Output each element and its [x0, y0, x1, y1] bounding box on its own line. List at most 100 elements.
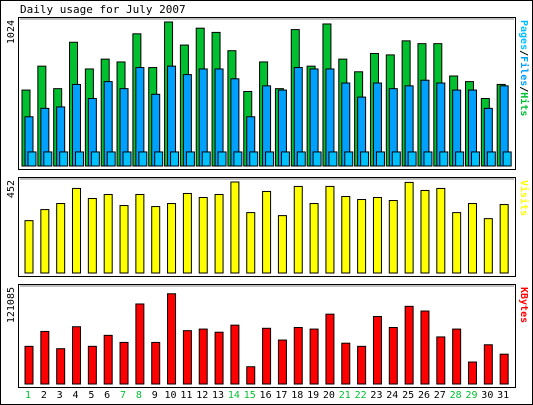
- bar-pages-day-1: [27, 151, 37, 167]
- bar-visits-day-18: [293, 185, 303, 274]
- bar-kbytes-day-2: [40, 330, 50, 385]
- bar-pages-day-14: [233, 151, 243, 167]
- bar-visits-day-4: [72, 187, 82, 274]
- bar-visits-day-27: [436, 187, 446, 274]
- bar-kbytes-day-30: [483, 344, 493, 385]
- day-label-1: 1: [25, 390, 31, 401]
- bar-visits-day-21: [341, 195, 351, 274]
- bar-pages-day-18: [296, 151, 306, 167]
- day-label-14: 14: [228, 390, 240, 401]
- bar-kbytes-day-23: [372, 316, 382, 385]
- bar-files-day-18: [293, 67, 303, 167]
- bar-pages-day-30: [486, 151, 496, 167]
- bar-kbytes-day-27: [436, 336, 446, 385]
- bar-visits-day-19: [309, 203, 319, 274]
- day-label-12: 12: [196, 390, 208, 401]
- bar-visits-day-3: [56, 203, 66, 274]
- day-label-28: 28: [450, 390, 462, 401]
- bar-visits-day-13: [214, 193, 224, 274]
- bar-visits-day-6: [103, 193, 113, 274]
- bar-visits-day-12: [198, 197, 208, 274]
- day-label-26: 26: [418, 390, 430, 401]
- day-label-21: 21: [339, 390, 351, 401]
- bar-visits-day-11: [182, 192, 192, 274]
- day-label-19: 19: [307, 390, 319, 401]
- bar-kbytes-day-17: [277, 339, 287, 385]
- y-max-label: 121085: [6, 287, 17, 323]
- bar-pages-day-9: [154, 151, 164, 167]
- bar-pages-day-20: [328, 151, 338, 167]
- legend-part: /: [518, 86, 529, 92]
- bar-kbytes-day-31: [499, 353, 509, 385]
- bar-pages-day-2: [43, 151, 53, 167]
- day-label-31: 31: [497, 390, 509, 401]
- bar-visits-day-1: [24, 220, 34, 274]
- y-max-label: 1024: [6, 20, 17, 44]
- bar-kbytes-day-8: [135, 303, 145, 385]
- bar-kbytes-day-14: [230, 324, 240, 385]
- day-label-24: 24: [386, 390, 398, 401]
- bar-visits-day-25: [404, 181, 414, 274]
- bar-visits-day-5: [87, 198, 97, 274]
- bar-visits-day-2: [40, 209, 50, 274]
- bar-visits-day-16: [262, 190, 272, 274]
- bar-files-day-8: [135, 67, 145, 167]
- day-label-29: 29: [465, 390, 477, 401]
- bar-kbytes-day-24: [388, 327, 398, 385]
- legend-part: Pages: [518, 20, 529, 50]
- bar-pages-day-12: [201, 151, 211, 167]
- bar-visits-day-14: [230, 181, 240, 274]
- bar-pages-day-28: [455, 151, 465, 167]
- day-label-13: 13: [212, 390, 224, 401]
- bar-pages-day-31: [502, 151, 512, 167]
- bar-pages-day-16: [265, 151, 275, 167]
- bar-kbytes-day-19: [309, 328, 319, 385]
- panel-visits: 452 Visits: [6, 177, 530, 277]
- day-label-20: 20: [323, 390, 335, 401]
- bar-kbytes-day-6: [103, 334, 113, 385]
- bar-pages-day-13: [217, 151, 227, 167]
- day-axis-labels: 1 2 3 4 5 6 7 8 9 10 11 12 13 14 15 16 17 18 19 20 21 22 23 24 2…: [25, 390, 509, 401]
- day-label-15: 15: [244, 390, 256, 401]
- bar-pages-day-19: [312, 151, 322, 167]
- bar-pages-day-21: [344, 151, 354, 167]
- legend-part: Files: [518, 56, 530, 86]
- day-label-27: 27: [434, 390, 446, 401]
- legend-part: /: [518, 50, 529, 56]
- bar-kbytes-day-10: [167, 293, 177, 385]
- bar-visits-day-20: [325, 185, 335, 274]
- bar-kbytes-day-16: [262, 327, 272, 385]
- bar-pages-day-27: [439, 151, 449, 167]
- day-label-8: 8: [136, 390, 142, 401]
- bar-pages-day-24: [391, 151, 401, 167]
- bar-pages-day-5: [90, 151, 100, 167]
- day-label-6: 6: [104, 390, 110, 401]
- day-label-9: 9: [152, 390, 158, 401]
- bar-pages-day-7: [122, 151, 132, 167]
- day-label-17: 17: [275, 390, 287, 401]
- bar-visits-day-8: [135, 193, 145, 274]
- bar-kbytes-day-4: [72, 326, 82, 385]
- bar-pages-day-15: [249, 151, 259, 167]
- bar-pages-day-25: [407, 151, 417, 167]
- bar-pages-day-29: [470, 151, 480, 167]
- day-label-25: 25: [402, 390, 414, 401]
- bar-visits-day-24: [388, 200, 398, 274]
- bar-pages-day-10: [170, 151, 180, 167]
- bar-kbytes-day-11: [182, 330, 192, 385]
- bar-visits-day-9: [151, 206, 161, 274]
- day-label-3: 3: [57, 390, 63, 401]
- y-max-label: 452: [6, 180, 17, 198]
- bar-pages-day-11: [185, 151, 195, 167]
- bar-visits-day-29: [467, 203, 477, 274]
- series-legend-label: Pages/Files/Hits: [518, 20, 530, 116]
- day-label-23: 23: [370, 390, 382, 401]
- chart-title: Daily usage for July 2007: [20, 3, 186, 16]
- bar-files-day-10: [167, 65, 177, 167]
- bar-visits-day-22: [357, 199, 367, 274]
- day-label-10: 10: [165, 390, 177, 401]
- bar-kbytes-day-25: [404, 305, 414, 385]
